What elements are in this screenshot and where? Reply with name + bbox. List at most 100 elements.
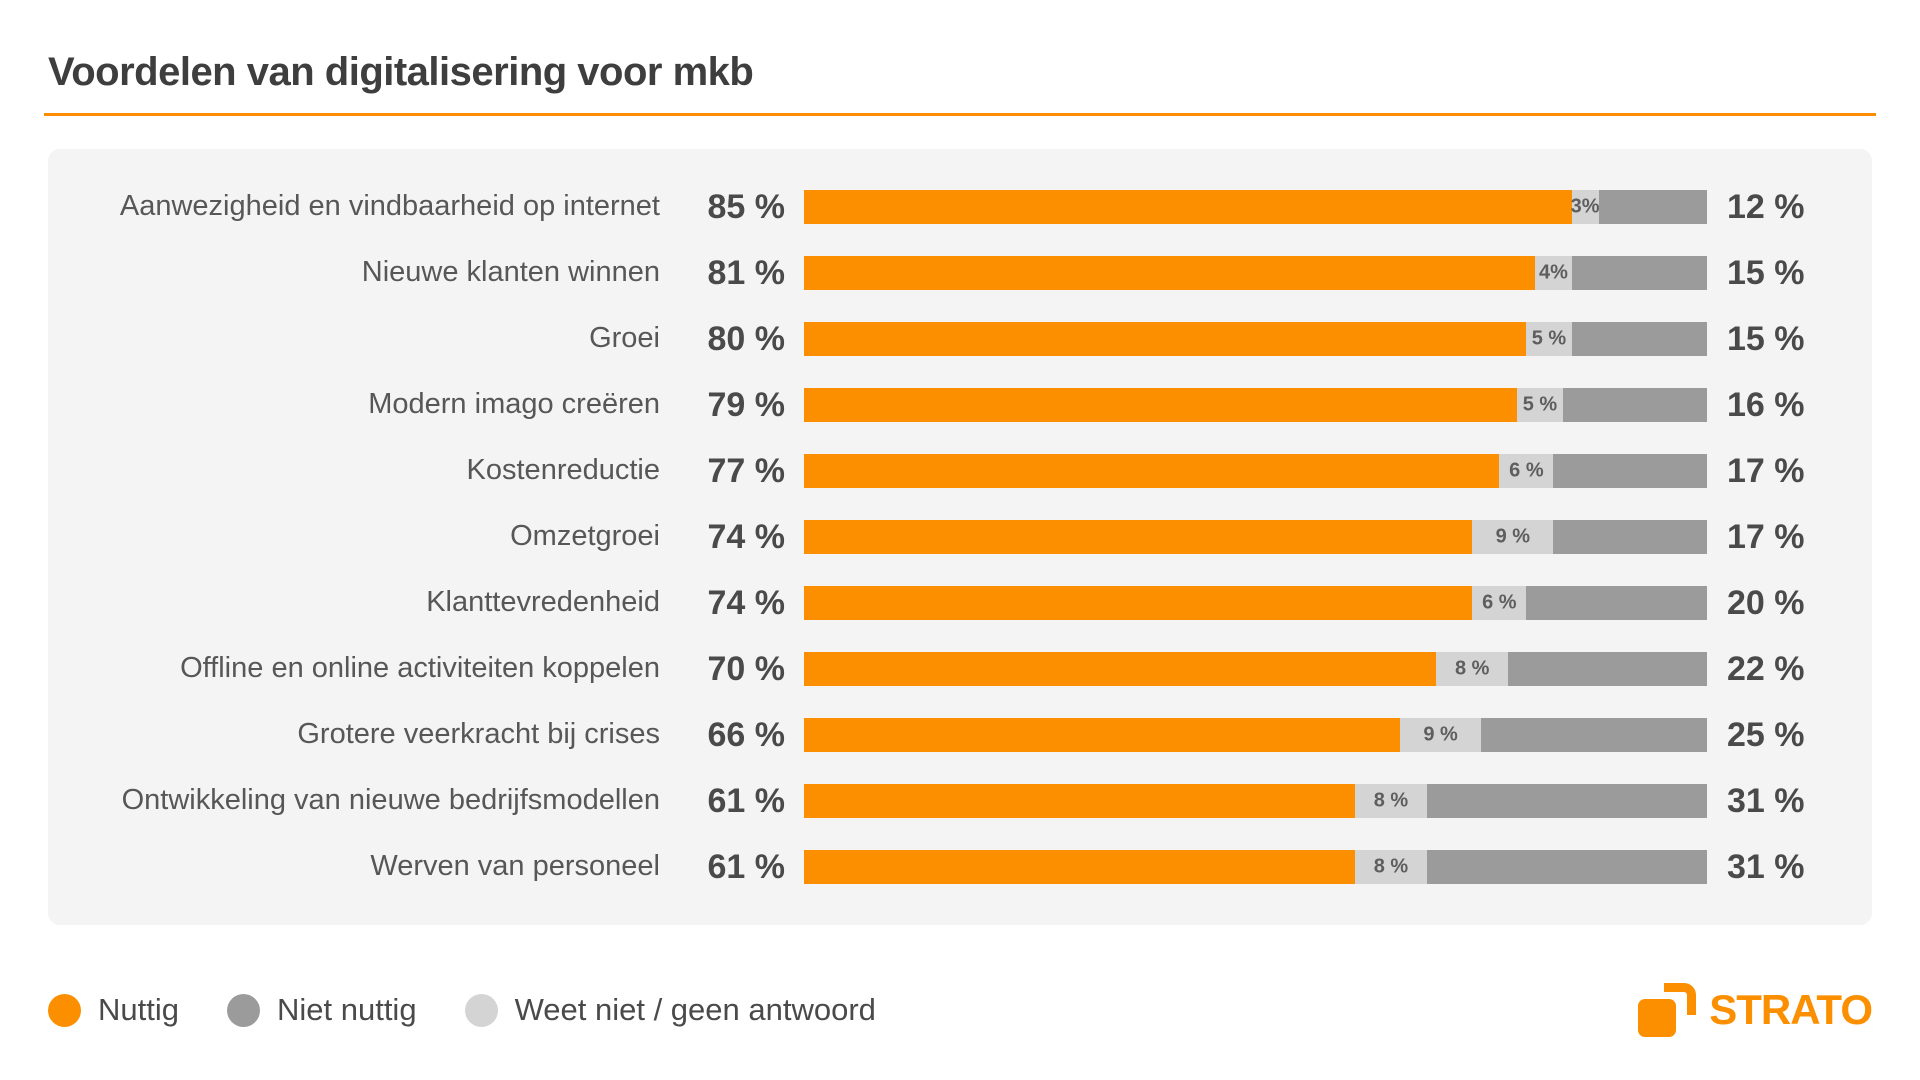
strato-logo-bracket bbox=[1664, 983, 1697, 1015]
bar-row: Aanwezigheid en vindbaarheid op internet… bbox=[48, 187, 1872, 226]
category-label: Grotere veerkracht bij crises bbox=[297, 718, 660, 751]
legend-dot-niet-nuttig-icon bbox=[226, 993, 260, 1027]
segment-weet-niet: 6 % bbox=[1499, 454, 1554, 488]
segment-weet-niet: 9 % bbox=[1399, 718, 1482, 752]
weet-niet-value-label: 5 % bbox=[1522, 393, 1558, 416]
segment-weet-niet: 8 % bbox=[1436, 652, 1509, 686]
stacked-bar: 6 % bbox=[804, 454, 1707, 488]
stacked-bar: 6 % bbox=[804, 586, 1707, 620]
niet-nuttig-value-label: 31 % bbox=[1727, 781, 1805, 820]
segment-nuttig bbox=[804, 586, 1473, 620]
nuttig-value-label: 79 % bbox=[707, 385, 786, 424]
segment-nuttig bbox=[804, 454, 1500, 488]
category-label: Werven van personeel bbox=[370, 850, 660, 883]
niet-nuttig-value-label: 15 % bbox=[1727, 253, 1805, 292]
stacked-bar: 9 % bbox=[804, 718, 1707, 752]
segment-niet-nuttig bbox=[1427, 850, 1707, 884]
legend-item-weet-niet: Weet niet / geen antwoord bbox=[464, 992, 876, 1028]
niet-nuttig-value-label: 16 % bbox=[1727, 385, 1805, 424]
niet-nuttig-value-label: 22 % bbox=[1727, 649, 1805, 688]
legend-item-niet-nuttig: Niet nuttig bbox=[226, 992, 417, 1028]
category-label: Ontwikkeling van nieuwe bedrijfsmodellen bbox=[121, 784, 660, 817]
weet-niet-value-label: 4% bbox=[1539, 261, 1568, 284]
segment-nuttig bbox=[804, 520, 1473, 554]
segment-weet-niet: 3% bbox=[1571, 190, 1600, 224]
strato-wordmark: STRATO bbox=[1709, 986, 1873, 1033]
legend-label-nuttig: Nuttig bbox=[98, 992, 179, 1027]
page-title: Voordelen van digitalisering voor mkb bbox=[48, 50, 754, 94]
segment-nuttig bbox=[804, 850, 1355, 884]
niet-nuttig-value-label: 25 % bbox=[1727, 715, 1805, 754]
weet-niet-value-label: 8 % bbox=[1373, 789, 1409, 812]
segment-nuttig bbox=[804, 784, 1355, 818]
weet-niet-value-label: 5 % bbox=[1531, 327, 1567, 350]
nuttig-value-label: 70 % bbox=[707, 649, 786, 688]
nuttig-value-label: 74 % bbox=[707, 583, 786, 622]
chart-card: Aanwezigheid en vindbaarheid op internet… bbox=[48, 149, 1872, 925]
category-label: Aanwezigheid en vindbaarheid op internet bbox=[119, 190, 660, 223]
nuttig-value-label: 85 % bbox=[707, 187, 786, 226]
category-label: Groei bbox=[589, 322, 660, 355]
bar-row: Omzetgroei 74 % 9 % 17 % bbox=[48, 517, 1872, 556]
stacked-bar: 8 % bbox=[804, 784, 1707, 818]
nuttig-value-label: 81 % bbox=[707, 253, 786, 292]
bar-row: Ontwikkeling van nieuwe bedrijfsmodellen… bbox=[48, 781, 1872, 820]
strato-logo-square bbox=[1638, 999, 1677, 1037]
segment-niet-nuttig bbox=[1598, 190, 1707, 224]
stacked-bar: 5 % bbox=[804, 322, 1707, 356]
nuttig-value-label: 74 % bbox=[707, 517, 786, 556]
strato-logo: STRATO bbox=[1638, 983, 1873, 1037]
segment-nuttig bbox=[804, 718, 1400, 752]
niet-nuttig-value-label: 15 % bbox=[1727, 319, 1805, 358]
weet-niet-value-label: 6 % bbox=[1482, 591, 1517, 614]
segment-nuttig bbox=[804, 388, 1518, 422]
nuttig-value-label: 66 % bbox=[707, 715, 786, 754]
segment-niet-nuttig bbox=[1562, 388, 1707, 422]
segment-niet-nuttig bbox=[1571, 322, 1707, 356]
weet-niet-value-label: 9 % bbox=[1495, 525, 1531, 548]
segment-niet-nuttig bbox=[1508, 652, 1707, 686]
stacked-bar: 5 % bbox=[804, 388, 1707, 422]
category-label: Klanttevredenheid bbox=[426, 586, 660, 619]
niet-nuttig-value-label: 17 % bbox=[1727, 517, 1805, 556]
segment-niet-nuttig bbox=[1481, 718, 1707, 752]
bar-row: Werven van personeel 61 % 8 % 31 % bbox=[48, 847, 1872, 886]
nuttig-value-label: 77 % bbox=[707, 451, 786, 490]
legend: Nuttig Niet nuttig Weet niet / geen antw… bbox=[48, 992, 876, 1028]
title-underline bbox=[44, 113, 1876, 116]
legend-label-niet-nuttig: Niet nuttig bbox=[276, 992, 417, 1027]
stacked-bar: 3% bbox=[804, 190, 1707, 224]
nuttig-value-label: 80 % bbox=[707, 319, 786, 358]
stacked-bar-chart: Aanwezigheid en vindbaarheid op internet… bbox=[48, 187, 1872, 886]
weet-niet-value-label: 8 % bbox=[1373, 855, 1409, 878]
legend-label-weet-niet: Weet niet / geen antwoord bbox=[514, 992, 876, 1027]
category-label: Offline en online activiteiten koppelen bbox=[180, 652, 660, 685]
niet-nuttig-value-label: 17 % bbox=[1727, 451, 1805, 490]
segment-niet-nuttig bbox=[1427, 784, 1707, 818]
segment-niet-nuttig bbox=[1553, 454, 1707, 488]
bar-row: Kostenreductie 77 % 6 % 17 % bbox=[48, 451, 1872, 490]
stacked-bar: 4% bbox=[804, 256, 1707, 290]
segment-nuttig bbox=[804, 652, 1437, 686]
bar-row: Modern imago creëren 79 % 5 % 16 % bbox=[48, 385, 1872, 424]
bar-row: Offline en online activiteiten koppelen 7… bbox=[48, 649, 1872, 688]
segment-weet-niet: 5 % bbox=[1517, 388, 1563, 422]
weet-niet-value-label: 8 % bbox=[1454, 657, 1490, 680]
legend-item-nuttig: Nuttig bbox=[48, 992, 179, 1028]
bar-row: Grotere veerkracht bij crises 66 % 9 % 25 % bbox=[48, 715, 1872, 754]
segment-weet-niet: 8 % bbox=[1354, 850, 1428, 884]
weet-niet-value-label: 9 % bbox=[1423, 723, 1458, 746]
weet-niet-value-label: 6 % bbox=[1509, 459, 1544, 482]
segment-nuttig bbox=[804, 190, 1572, 224]
category-label: Modern imago creëren bbox=[368, 388, 660, 421]
niet-nuttig-value-label: 31 % bbox=[1727, 847, 1805, 886]
segment-niet-nuttig bbox=[1553, 520, 1707, 554]
bar-row: Nieuwe klanten winnen 81 % 4% 15 % bbox=[48, 253, 1872, 292]
stacked-bar: 8 % bbox=[804, 850, 1707, 884]
legend-dot-nuttig-icon bbox=[48, 993, 81, 1027]
bar-row: Klanttevredenheid 74 % 6 % 20 % bbox=[48, 583, 1872, 622]
niet-nuttig-value-label: 20 % bbox=[1727, 583, 1805, 622]
segment-niet-nuttig bbox=[1526, 586, 1707, 620]
stacked-bar: 8 % bbox=[804, 652, 1707, 686]
